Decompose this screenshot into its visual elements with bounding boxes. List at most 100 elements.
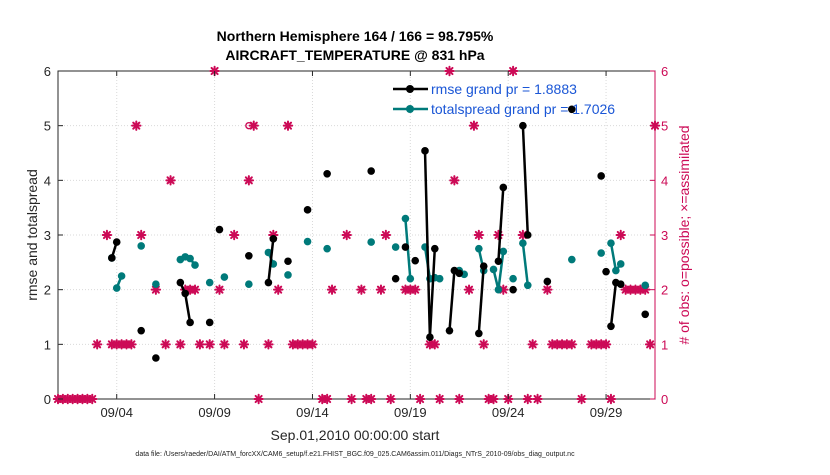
rmse-point xyxy=(108,254,116,262)
obs-assimilated-marker xyxy=(522,393,533,405)
obs-assimilated-marker xyxy=(454,393,465,405)
rmse-line-segment xyxy=(267,238,275,283)
obs-assimilated-marker xyxy=(380,229,392,241)
rmse-point xyxy=(641,310,650,319)
obs-possible-series xyxy=(245,121,253,130)
legend-rmse-marker xyxy=(406,85,414,93)
rmse-point xyxy=(205,318,214,327)
obs-assimilated-marker xyxy=(507,65,519,77)
rmse-point xyxy=(215,225,224,234)
obs-assimilated-marker xyxy=(605,393,617,405)
rmse-point xyxy=(176,278,185,287)
obs-assimilated-marker xyxy=(253,393,264,405)
rmse-point xyxy=(186,318,194,327)
x-tick-label: 09/19 xyxy=(394,405,427,420)
obs-assimilated-marker xyxy=(126,339,137,350)
x-tick-label: 09/29 xyxy=(590,405,623,420)
obs-assimilated-marker xyxy=(219,339,230,350)
obs-assimilated-marker xyxy=(321,393,333,405)
obs-assimilated-marker xyxy=(615,229,626,241)
rmse-point xyxy=(112,238,121,246)
totalspread-point xyxy=(568,255,576,264)
rmse-point xyxy=(607,322,615,331)
obs-assimilated-marker xyxy=(326,284,338,295)
totalspread-point xyxy=(435,274,444,283)
rmse-series xyxy=(108,105,650,362)
rmse-point xyxy=(475,329,483,338)
rmse-point xyxy=(269,235,278,243)
obs-assimilated-marker xyxy=(87,393,98,405)
rmse-point xyxy=(430,244,439,253)
obs-assimilated-marker xyxy=(375,284,387,295)
totalspread-point xyxy=(391,243,400,251)
obs-assimilated-marker xyxy=(478,339,489,350)
y-left-tick-label: 4 xyxy=(44,173,51,188)
legend-spread-marker xyxy=(406,105,414,113)
series-layer xyxy=(52,65,661,405)
rmse-point xyxy=(152,354,160,362)
rmse-point xyxy=(303,206,312,214)
y-right-tick-label: 0 xyxy=(661,392,668,407)
y-right-tick-label: 3 xyxy=(661,228,668,243)
totalspread-point xyxy=(367,238,375,246)
totalspread-point xyxy=(186,254,194,263)
totalspread-point xyxy=(191,261,199,269)
obs-possible-marker xyxy=(245,121,253,130)
totalspread-point xyxy=(607,239,615,247)
obs-assimilated-marker xyxy=(414,393,426,405)
x-tick-label: 09/24 xyxy=(492,405,525,420)
obs-assimilated-marker xyxy=(273,284,284,295)
chart-title-line2: AIRCRAFT_TEMPERATURE @ 831 hPa xyxy=(225,47,484,63)
rmse-point xyxy=(519,121,527,130)
obs-assimilated-marker xyxy=(532,393,543,405)
obs-assimilated-marker xyxy=(341,229,352,241)
obs-assimilated-marker xyxy=(238,339,250,350)
rmse-point xyxy=(479,262,488,270)
obs-assimilated-marker xyxy=(356,284,367,295)
rmse-point xyxy=(543,277,552,286)
obs-assimilated-marker xyxy=(542,284,553,295)
rmse-point xyxy=(391,274,400,283)
rmse-line-segment xyxy=(497,187,505,262)
obs-assimilated-marker xyxy=(600,339,612,350)
rmse-point xyxy=(137,326,145,335)
y-left-tick-label: 6 xyxy=(44,64,51,79)
obs-assimilated-marker xyxy=(449,175,460,186)
rmse-point xyxy=(323,169,331,178)
obs-assimilated-marker xyxy=(91,339,103,350)
obs-assimilated-marker xyxy=(204,339,215,350)
obs-assimilated-marker xyxy=(243,175,255,186)
rmse-point xyxy=(616,280,625,289)
x-tick-label: 09/14 xyxy=(296,405,329,420)
y-left-tick-label: 0 xyxy=(44,392,51,407)
totalspread-point xyxy=(205,278,214,287)
totalspread-point xyxy=(152,280,160,289)
x-axis-label: Sep.01,2010 00:00:00 start xyxy=(271,427,440,443)
legend-spread-label: totalspread grand pr = 1.7026 xyxy=(431,101,615,117)
rmse-point xyxy=(568,105,576,114)
y-right-tick-label: 4 xyxy=(661,173,668,188)
totalspread-point xyxy=(499,247,508,256)
rmse-point xyxy=(284,257,292,266)
rmse-point xyxy=(523,231,532,239)
y-axis-left-label: rmse and totalspread xyxy=(24,169,40,301)
x-tick-label: 09/09 xyxy=(198,405,231,420)
obs-assimilated-marker xyxy=(429,339,440,350)
obs-assimilated-marker xyxy=(131,120,142,131)
obs-assimilated-marker xyxy=(576,393,587,405)
rmse-point xyxy=(367,167,375,175)
totalspread-point xyxy=(284,271,292,279)
obs-assimilated-marker xyxy=(473,229,485,241)
totalspread-point xyxy=(401,214,410,223)
totalspread-point xyxy=(406,274,415,283)
y-right-tick-label: 2 xyxy=(661,283,668,298)
totalspread-point xyxy=(509,274,517,283)
obs-assimilated-marker xyxy=(175,339,186,350)
x-tick-label: 09/04 xyxy=(100,405,133,420)
y-right-tick-label: 5 xyxy=(661,119,668,134)
legend: rmse grand pr = 1.8883 totalspread grand… xyxy=(393,81,615,117)
obs-assimilated-marker xyxy=(307,339,318,350)
rmse-point xyxy=(597,172,605,180)
rmse-line-segment xyxy=(477,266,485,334)
